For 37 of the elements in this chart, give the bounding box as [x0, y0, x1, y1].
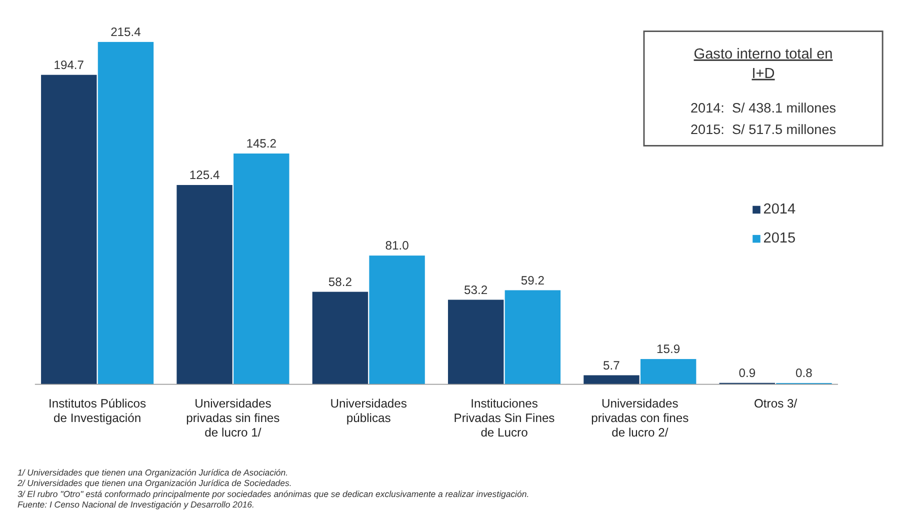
x-tick-label: Universidades privadas con fines de lucro 2/ [591, 396, 689, 440]
x-tick-label: Instituciones Privadas Sin Fines de Lucro [454, 396, 555, 440]
data-label: 145.2 [246, 136, 277, 151]
bar [41, 74, 97, 384]
bar [369, 256, 425, 384]
text: 3/ El rubro "Otro" está conformado principalmente por sociedades anónimas que se dedican exclusivamente a realizar investigación. [17, 488, 530, 499]
data-label: 0.9 [738, 366, 756, 380]
data-label: 81.0 [385, 238, 410, 253]
x-tick-label: Universidades públicas [330, 396, 407, 426]
legend-label: 2015 [763, 230, 796, 247]
data-label: 15.9 [656, 342, 680, 356]
bar [176, 184, 232, 384]
bar [448, 300, 504, 384]
annotation: Gasto interno total en I+D [694, 46, 833, 82]
x-tick-label: Universidades privadas sin fines de lucro 1/ [186, 396, 280, 440]
bar [584, 375, 640, 384]
bar [504, 290, 561, 384]
annotation: 2015: S/ 517.5 millones [690, 122, 836, 138]
x-tick-label: Institutos Públicos de Investigación [48, 396, 146, 426]
data-label: 0.8 [796, 366, 813, 380]
data-label: 5.7 [603, 358, 620, 372]
legend-label: 2014 [763, 202, 796, 218]
data-label: 53.2 [464, 282, 488, 297]
bar [312, 292, 368, 384]
text: 2/ Universidades que tienen una Organización Jurídica de Sociedades. [16, 478, 292, 488]
bar [98, 42, 154, 384]
data-label: 59.2 [520, 273, 545, 288]
text: 1/ Universidades que tienen una Organización Jurídica de Asociación. [17, 467, 288, 478]
data-label: 194.7 [54, 58, 84, 72]
annotation: 2014: S/ 438.1 millones [690, 100, 836, 116]
bar [234, 154, 290, 384]
data-label: 58.2 [328, 274, 352, 289]
data-label: 215.4 [110, 25, 142, 40]
source-note: Fuente: I Censo Nacional de Investigación y Desarrollo 2016. [17, 499, 254, 510]
data-label: 125.4 [189, 168, 220, 182]
x-tick-label: Otros 3/ [754, 396, 798, 411]
bar [640, 359, 696, 384]
